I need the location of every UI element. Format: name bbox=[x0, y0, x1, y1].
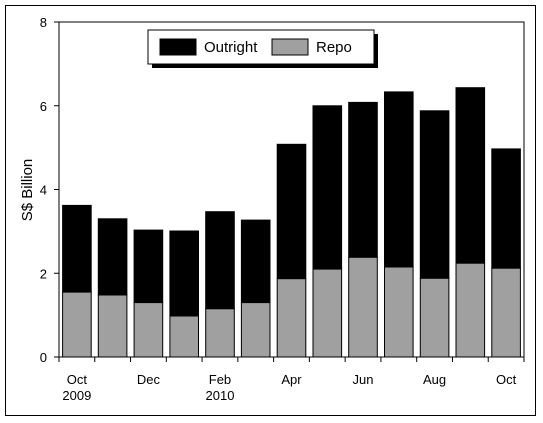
bar-outright-3 bbox=[169, 230, 199, 317]
bar-outright-7 bbox=[312, 105, 343, 270]
bar-outright-6 bbox=[276, 143, 307, 280]
bar-repo-9 bbox=[384, 266, 414, 358]
bar-outright-12 bbox=[491, 148, 521, 269]
bar-repo-6 bbox=[276, 278, 307, 358]
x-year-label-2: 2010 bbox=[206, 388, 235, 403]
bar-repo-10 bbox=[419, 277, 450, 358]
legend-label-outright: Outright bbox=[204, 39, 258, 56]
x-tick-label-0: Oct bbox=[67, 372, 88, 387]
bar-outright-1 bbox=[97, 218, 128, 296]
x-tick-label-6: Oct bbox=[496, 372, 517, 387]
x-year-label-0: 2009 bbox=[62, 388, 91, 403]
bar-repo-0 bbox=[62, 291, 92, 358]
bar-outright-8 bbox=[348, 101, 378, 258]
chart-frame bbox=[5, 5, 536, 416]
bar-repo-2 bbox=[133, 302, 164, 358]
y-tick-label-2: 4 bbox=[40, 183, 47, 198]
legend-label-repo: Repo bbox=[316, 39, 352, 56]
bar-outright-11 bbox=[455, 87, 486, 264]
y-tick-label-4: 8 bbox=[40, 15, 47, 30]
bar-repo-12 bbox=[491, 267, 521, 358]
y-tick-label-3: 6 bbox=[40, 99, 47, 114]
bar-outright-0 bbox=[62, 204, 92, 293]
x-tick-label-2: Feb bbox=[209, 372, 231, 387]
bar-repo-1 bbox=[97, 294, 128, 358]
bars-layer bbox=[62, 87, 521, 358]
bar-repo-8 bbox=[348, 256, 378, 358]
x-tick-label-4: Jun bbox=[353, 372, 374, 387]
bar-outright-10 bbox=[419, 110, 450, 279]
y-tick-label-1: 2 bbox=[40, 266, 47, 281]
y-axis: 0 2 4 6 8 bbox=[40, 15, 59, 365]
bar-repo-7 bbox=[312, 268, 343, 358]
legend: Outright Repo bbox=[147, 29, 378, 68]
bar-repo-11 bbox=[455, 262, 486, 358]
bar-repo-4 bbox=[205, 308, 235, 358]
bar-repo-5 bbox=[240, 302, 271, 358]
bar-outright-4 bbox=[205, 211, 235, 310]
bar-outright-5 bbox=[240, 219, 271, 304]
x-tick-label-5: Aug bbox=[423, 372, 446, 387]
bar-outright-9 bbox=[384, 91, 414, 268]
legend-swatch-repo bbox=[271, 38, 309, 56]
bar-repo-3 bbox=[169, 315, 199, 358]
x-tick-label-3: Apr bbox=[281, 372, 302, 387]
x-tick-label-1: Dec bbox=[137, 372, 161, 387]
y-axis-label: S$ Billion bbox=[19, 159, 36, 222]
legend-swatch-outright bbox=[159, 38, 197, 56]
y-tick-label-0: 0 bbox=[40, 350, 47, 365]
bar-outright-2 bbox=[133, 229, 164, 304]
